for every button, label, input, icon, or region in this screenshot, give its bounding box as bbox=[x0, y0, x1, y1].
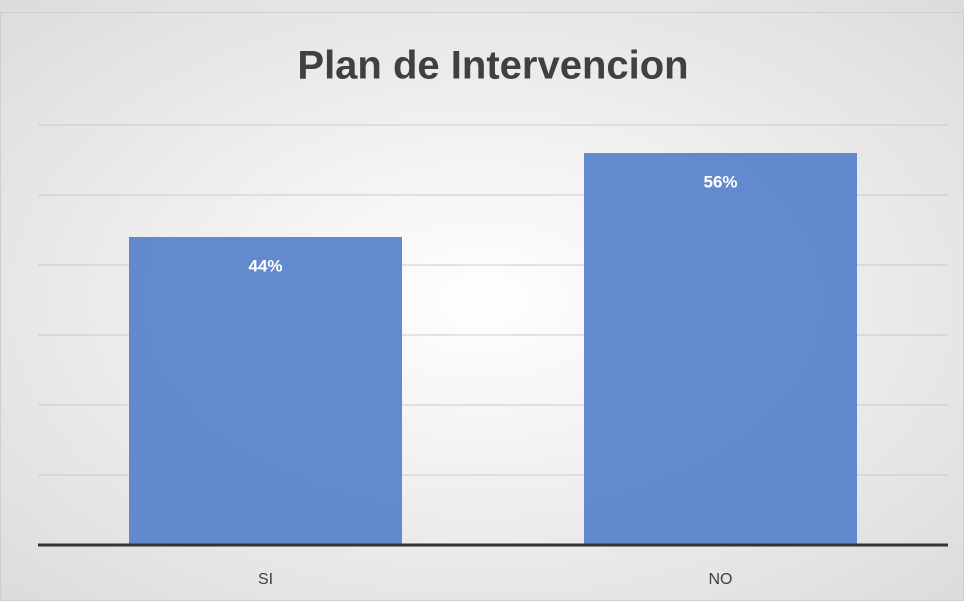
x-tick-label: SI bbox=[258, 571, 273, 588]
bar bbox=[584, 153, 857, 545]
bar bbox=[129, 237, 402, 545]
data-label: 44% bbox=[248, 256, 282, 275]
data-label: 56% bbox=[703, 172, 737, 191]
x-tick-label: NO bbox=[709, 571, 733, 588]
chart-title: Plan de Intervencion bbox=[297, 44, 688, 88]
